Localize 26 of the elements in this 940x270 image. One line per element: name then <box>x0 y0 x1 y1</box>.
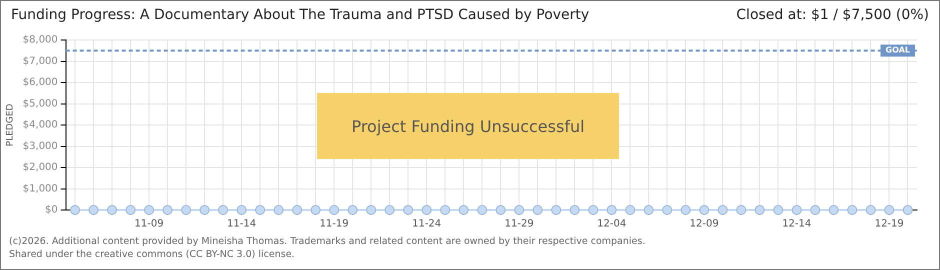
y-axis-title: PLEDGED <box>6 104 16 146</box>
y-tick-label: $2,000 <box>22 162 58 174</box>
chart-title: Funding Progress: A Documentary About The Trauma and PTSD Caused by Poverty <box>11 7 590 25</box>
annotation: Project Funding Unsuccessful <box>351 116 585 136</box>
y-tick-label: $8,000 <box>22 34 58 46</box>
x-tick-label: 12-09 <box>690 218 719 230</box>
y-tick-label: $6,000 <box>22 77 58 88</box>
y-tick-label: $5,000 <box>22 98 58 110</box>
x-tick-label: 12-14 <box>782 218 812 230</box>
x-tick-label: 11-09 <box>134 218 164 230</box>
x-tick-label: 11-24 <box>412 218 442 230</box>
x-tick-label: 11-29 <box>504 218 534 230</box>
y-tick-label: $1,000 <box>22 183 58 194</box>
x-tick-label: 11-19 <box>320 218 349 230</box>
text: Shared under the creative commons (CC BY-NC 3.0) license. <box>9 248 296 261</box>
y-tick-label: $3,000 <box>22 140 58 152</box>
x-tick-label: 11-14 <box>227 218 256 230</box>
x-tick-label: 12-04 <box>597 218 626 230</box>
y-tick-label: $0 <box>45 204 58 216</box>
x-tick-label: 12-19 <box>874 218 904 230</box>
notice-box: Project Funding Unsuccessful <box>317 93 619 159</box>
text: (c)2026. Additional content provided by Mineisha Thomas. Trademarks and related content are owned by their respective companies. <box>9 235 646 248</box>
chart-subtitle: Closed at: $1 / $7,500 (0%) <box>736 7 929 25</box>
y-tick-label: $4,000 <box>22 120 58 131</box>
y-tick-label: $7,000 <box>22 56 58 67</box>
ref-line-label: GOAL <box>886 46 910 55</box>
